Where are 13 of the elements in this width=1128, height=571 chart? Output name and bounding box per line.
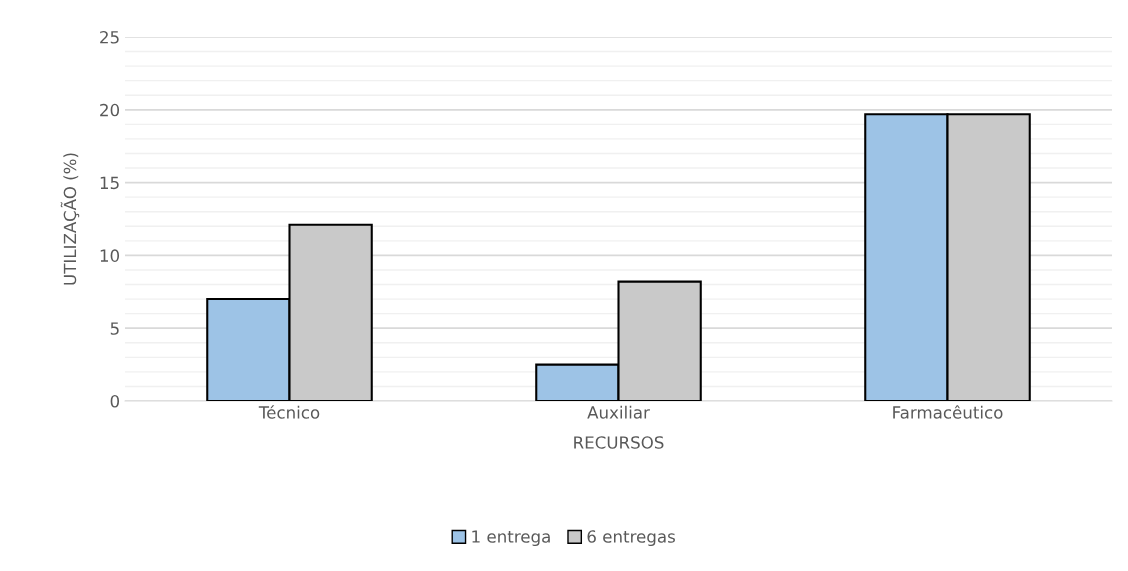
x-tick-label: Técnico [258, 405, 320, 419]
y-tick-label: 10 [100, 249, 120, 262]
y-tick-label: 15 [100, 176, 119, 190]
y-tick-label: 20 [100, 103, 120, 117]
y-tick-label: 5 [110, 322, 119, 335]
y-axis-title: UTILIZAÇÃO (%) [60, 153, 80, 285]
y-tick-label: 25 [100, 30, 119, 44]
legend-label: 1 entrega [472, 530, 550, 547]
y-tick-label: 0 [110, 394, 120, 408]
x-axis-title: RECURSOS [574, 436, 664, 449]
x-tick-label: Auxiliar [587, 405, 650, 419]
legend-label: 6 entregas [587, 530, 675, 547]
x-tick-label: Farmacêutico [893, 405, 1003, 419]
